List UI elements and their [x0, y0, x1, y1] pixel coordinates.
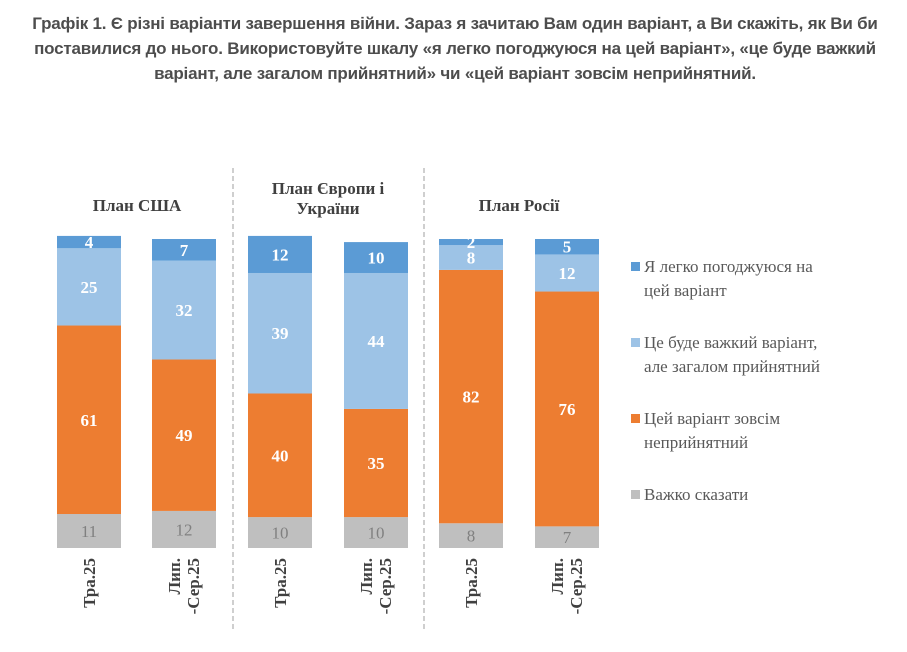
data-label: 7: [180, 241, 189, 260]
bar-segment: [57, 325, 121, 515]
bar-segment: [57, 514, 121, 548]
data-label: 40: [272, 446, 289, 465]
data-label: 5: [563, 238, 572, 257]
bar-segment: [439, 269, 503, 524]
legend-swatch: [631, 414, 640, 423]
bar-segment: [57, 235, 121, 249]
x-tick-label: Лип. -Сер.25: [357, 558, 395, 614]
x-tick-label-line: Тра.25: [271, 558, 290, 608]
legend-label: неприйнятний: [644, 433, 748, 452]
bar-segment: [248, 272, 312, 394]
bar-segment: [535, 291, 599, 527]
bar-segment: [152, 239, 216, 261]
x-tick-label-line: Тра.25: [462, 558, 481, 608]
bar-segment: [535, 254, 599, 292]
bar-segment: [152, 260, 216, 360]
legend-swatch: [631, 338, 640, 347]
bar-segment: [535, 239, 599, 255]
data-label: 44: [368, 332, 386, 351]
bar-segment: [152, 359, 216, 511]
x-tick-label-line: Лип.: [548, 558, 567, 595]
bar-segment: [439, 523, 503, 548]
x-tick-label: Тра.25: [462, 558, 481, 608]
legend-swatch: [631, 490, 640, 499]
chart-title: Графік 1. Є різні варіанти завершення ві…: [32, 14, 878, 83]
group-title: План Європи і: [272, 179, 385, 198]
bar-segment: [344, 408, 408, 518]
x-tick-label: Тра.25: [80, 558, 99, 608]
bar-segment: [344, 242, 408, 273]
bar-segment: [57, 248, 121, 326]
data-label: 7: [563, 528, 572, 547]
data-label: 35: [368, 454, 385, 473]
x-tick-label-line: Лип.: [165, 558, 184, 595]
data-label: 76: [559, 400, 576, 419]
x-tick-label-line: -Сер.25: [184, 558, 203, 614]
bar-segment: [439, 245, 503, 270]
data-label: 10: [368, 524, 385, 543]
data-label: 4: [85, 233, 94, 252]
bar-segment: [152, 510, 216, 548]
legend-label: Важко сказати: [644, 485, 748, 504]
bar-segment: [344, 272, 408, 409]
data-label: 12: [272, 245, 289, 264]
group-title: План США: [93, 196, 182, 215]
legend-label: Я легко погоджуюся на: [644, 257, 813, 276]
x-tick-label-line: Тра.25: [80, 558, 99, 608]
data-label: 61: [81, 411, 98, 430]
data-label: 2: [467, 233, 476, 252]
x-tick-label: Лип. -Сер.25: [165, 558, 203, 614]
data-label: 12: [176, 520, 193, 539]
bar-segment: [535, 526, 599, 548]
x-tick-label: Тра.25: [271, 558, 290, 608]
data-label: 39: [272, 324, 289, 343]
legend-label: але загалом прийнятний: [644, 357, 820, 376]
group-title: України: [296, 199, 359, 218]
x-tick-label-line: -Сер.25: [567, 558, 586, 614]
bar-segment: [439, 239, 503, 246]
data-label: 82: [463, 388, 480, 407]
data-label: 12: [559, 264, 576, 283]
data-label: 10: [368, 249, 385, 268]
x-tick-label: Лип. -Сер.25: [548, 558, 586, 614]
x-tick-label-line: -Сер.25: [376, 558, 395, 614]
data-label: 11: [81, 522, 97, 541]
legend-label: цей варіант: [644, 281, 727, 300]
group-title: План Росії: [479, 196, 560, 215]
data-label: 32: [176, 301, 193, 320]
legend-label: Це буде важкий варіант,: [644, 333, 817, 352]
data-label: 8: [467, 527, 476, 546]
data-label: 8: [467, 249, 476, 268]
bar-segment: [248, 393, 312, 518]
bar-segment: [248, 235, 312, 273]
x-tick-label-line: Лип.: [357, 558, 376, 595]
data-label: 25: [81, 278, 98, 297]
bar-segment: [344, 517, 408, 548]
legend-swatch: [631, 262, 640, 271]
bar-segment: [248, 517, 312, 548]
legend-label: Цей варіант зовсім: [644, 409, 780, 428]
data-label: 10: [272, 524, 289, 543]
data-label: 49: [176, 426, 193, 445]
